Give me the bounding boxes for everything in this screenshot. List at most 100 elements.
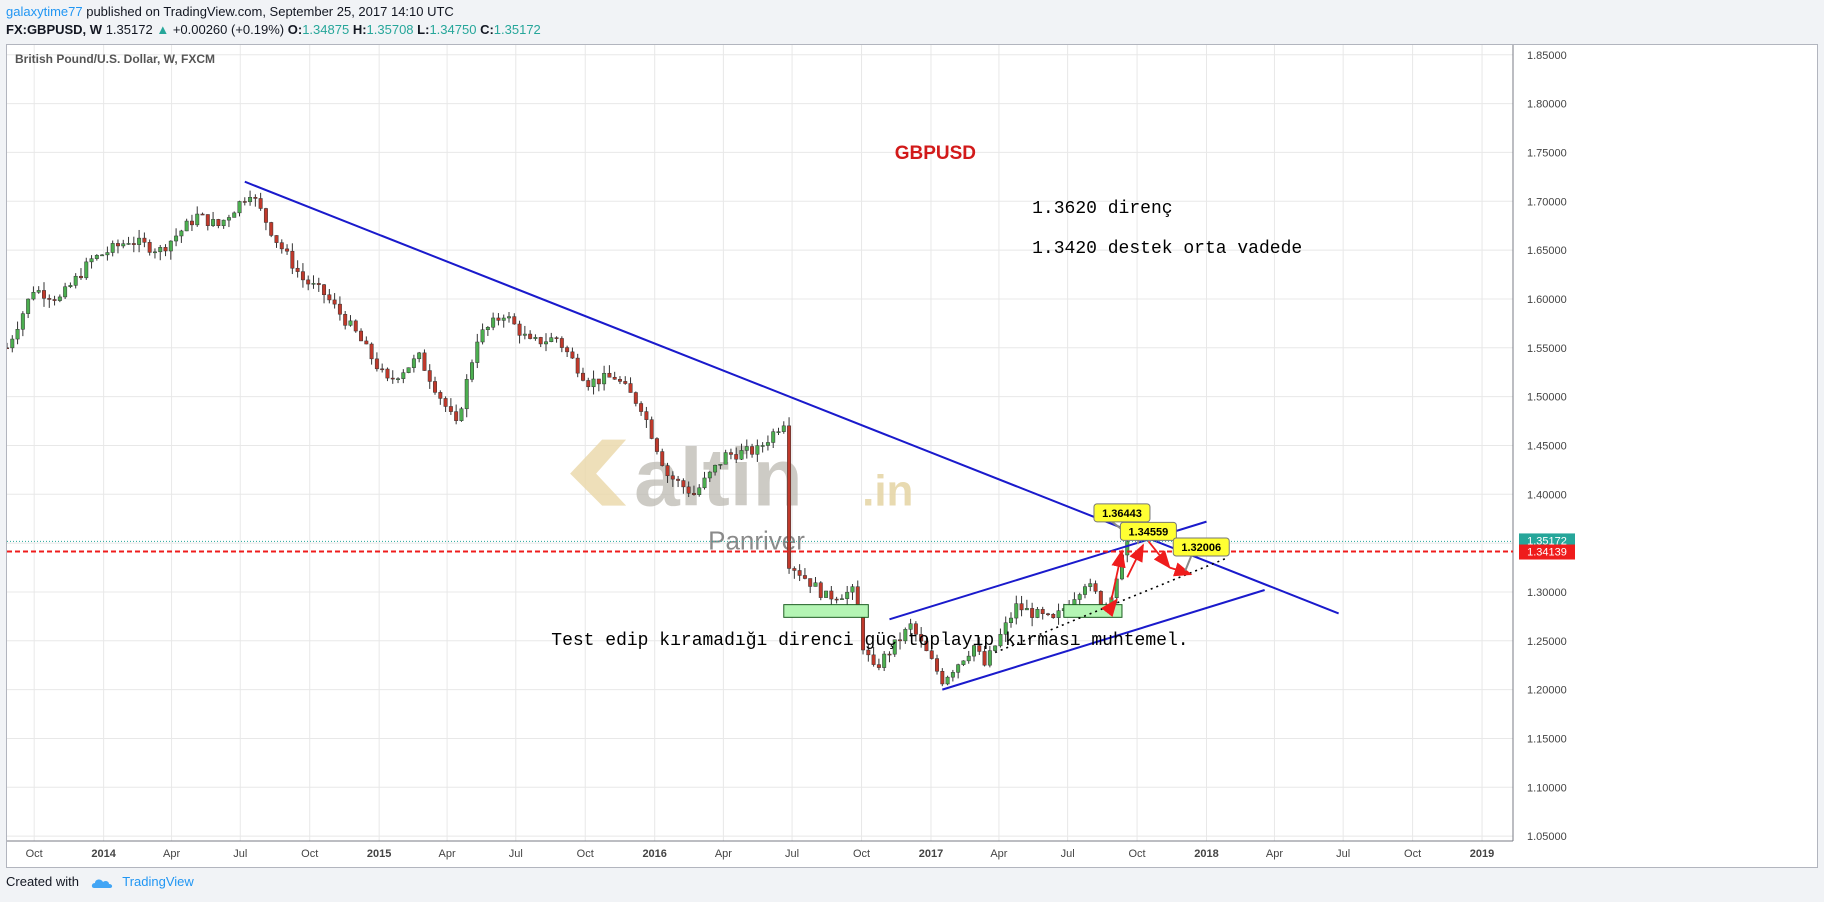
y-tick-label: 1.15000 [1527, 733, 1567, 745]
candle-down [686, 486, 691, 494]
candle-down [734, 454, 739, 460]
candle-down [670, 475, 675, 480]
x-tick-label: Oct [853, 848, 870, 860]
candle-up [549, 337, 554, 343]
candle-down [374, 358, 379, 370]
candle-down [364, 340, 369, 345]
callout-pointer [1184, 555, 1193, 571]
candle-up [68, 285, 73, 287]
candle-down [322, 284, 327, 296]
candle-down [628, 383, 633, 393]
x-tick-label: Oct [1129, 848, 1146, 860]
chart-pane[interactable]: altin .in Panriver 1.36443 1.34559 1.32006 Bri… [6, 44, 1818, 868]
candle-down [665, 465, 670, 477]
x-tick-label: 2015 [367, 848, 391, 860]
projection-arrow [1147, 540, 1171, 569]
candle-down [565, 347, 570, 353]
publish-line: galaxytime77 published on TradingView.co… [6, 4, 454, 19]
candle-down [538, 337, 543, 345]
candle-down [612, 376, 617, 380]
open-value: 1.34875 [302, 22, 350, 37]
candle-up [966, 655, 971, 662]
candle-down [581, 372, 585, 381]
candle-down [242, 201, 247, 203]
tradingview-link[interactable]: TradingView [122, 874, 194, 889]
candle-down [337, 303, 342, 315]
candle-down [887, 653, 892, 656]
callout-pointer [1136, 540, 1140, 545]
support-price-label: 1.34139 [1527, 547, 1567, 559]
candle-up [760, 445, 765, 447]
callout-label: 1.34559 [1129, 526, 1169, 538]
support-zone-2017 [1063, 604, 1123, 618]
candle-down [42, 290, 46, 299]
candle-up [137, 237, 142, 245]
support-zone-2016 [783, 604, 869, 618]
candle-down [1019, 603, 1024, 611]
candle-down [306, 279, 311, 285]
candle-up [522, 333, 527, 336]
candle-down [940, 671, 945, 685]
published-text: published on TradingView.com, September … [82, 4, 454, 19]
candle-up [1009, 617, 1013, 623]
x-tick-label: Oct [577, 848, 594, 860]
candle-down [7, 347, 9, 350]
y-tick-label: 1.60000 [1527, 294, 1567, 306]
candle-up [152, 251, 157, 254]
candle-up [105, 252, 110, 256]
chart-svg[interactable]: altin .inPanriver1.364431.345591.32006Bri… [7, 45, 1817, 867]
author-link[interactable]: galaxytime77 [6, 4, 83, 19]
candle-up [739, 450, 744, 460]
candle-down [116, 243, 120, 247]
candle-down [660, 451, 665, 466]
candle-up [961, 660, 966, 665]
candle-up [100, 254, 105, 257]
candle-up [602, 372, 607, 385]
candle-down [728, 452, 733, 455]
candle-down [496, 317, 501, 321]
candle-up [36, 290, 41, 293]
candle-down [422, 352, 427, 371]
candle-up [195, 213, 200, 226]
candle-down [200, 213, 205, 216]
candle-down [787, 425, 792, 569]
x-tick-label: Oct [1404, 848, 1421, 860]
candle-up [184, 220, 189, 232]
ohlc-line: FX:GBPUSD, W 1.35172 ▲ +0.00260 (+0.19%)… [6, 22, 541, 37]
candle-down [327, 294, 332, 301]
candle-down [427, 370, 432, 382]
candle-up [771, 431, 776, 443]
candle-down [808, 578, 813, 587]
candle-down [818, 582, 823, 598]
candle-down [929, 650, 934, 659]
candle-up [26, 298, 31, 314]
candle-up [475, 341, 480, 363]
candle-down [607, 372, 612, 378]
candle-down [380, 368, 385, 371]
candle-up [744, 446, 749, 451]
candle-up [702, 477, 707, 489]
candle-up [718, 464, 723, 466]
y-tick-label: 1.05000 [1527, 831, 1567, 843]
x-tick-label: 2016 [642, 848, 666, 860]
candle-down [258, 198, 263, 209]
candle-up [31, 292, 36, 300]
high-label: H: [352, 22, 367, 37]
candle-down [205, 214, 210, 226]
candle-down [438, 392, 443, 399]
candle-up [781, 425, 786, 432]
candle-down [554, 337, 559, 339]
x-tick-label: 2019 [1470, 848, 1494, 860]
candle-down [269, 222, 274, 236]
candle-up [311, 283, 316, 285]
x-tick-label: Jul [1061, 848, 1075, 860]
resistance-note: 1.3620 direnç [1032, 199, 1172, 219]
candle-down [189, 220, 194, 226]
x-tick-label: Jul [1336, 848, 1350, 860]
candle-up [221, 219, 226, 227]
y-tick-label: 1.45000 [1527, 440, 1567, 452]
candle-down [866, 649, 871, 656]
candle-down [596, 378, 601, 385]
candle-down [575, 357, 580, 374]
y-tick-label: 1.75000 [1527, 147, 1567, 159]
